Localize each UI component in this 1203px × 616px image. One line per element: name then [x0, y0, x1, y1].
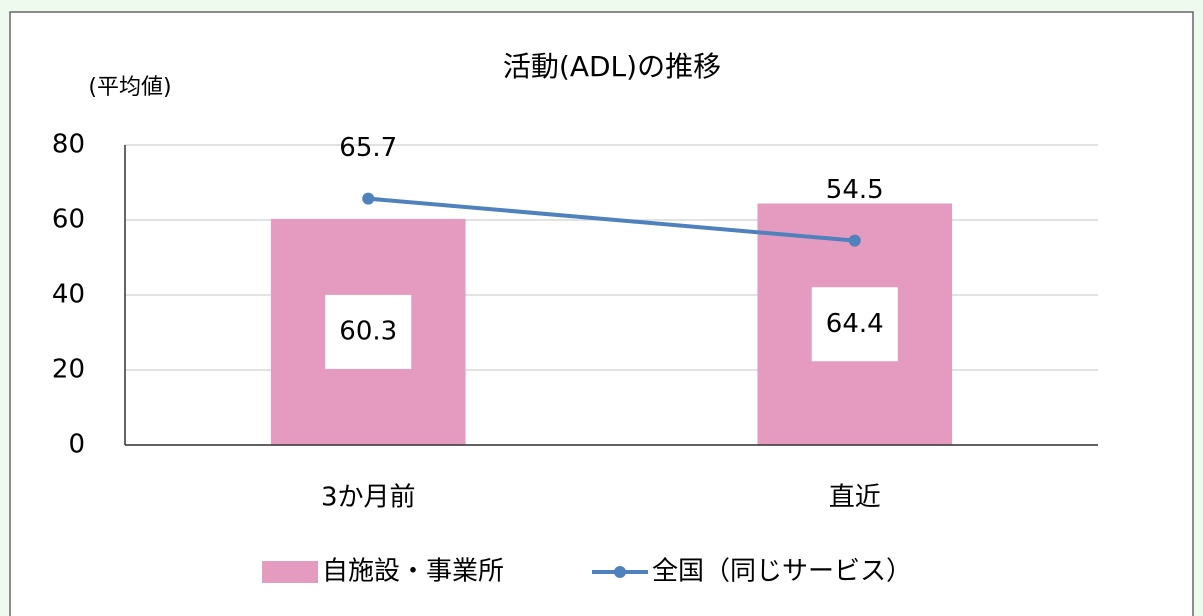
y-tick-label: 20	[52, 355, 85, 385]
y-tick-label: 0	[68, 430, 85, 460]
data-label: 64.4	[826, 309, 884, 339]
data-label: 54.5	[826, 175, 884, 205]
chart-title: 活動(ADL)の推移	[503, 50, 721, 83]
line-point	[362, 192, 375, 205]
y-axis-label: (平均値)	[88, 75, 171, 100]
y-tick-label: 40	[52, 280, 85, 310]
line	[368, 196, 855, 243]
legend-swatch	[614, 566, 626, 578]
legend-swatch	[262, 561, 318, 583]
data-label: 60.3	[339, 316, 397, 346]
legend-label: 全国（同じサービス）	[652, 557, 912, 587]
line-point	[848, 234, 861, 247]
chart-panel	[9, 11, 1194, 616]
y-tick-label: 80	[52, 130, 85, 160]
data-label: 65.7	[339, 133, 397, 163]
x-tick-label: 3か月前	[321, 483, 416, 513]
legend-label: 自施設・事業所	[322, 557, 504, 587]
x-tick-label: 直近	[829, 483, 881, 513]
y-tick-label: 60	[52, 205, 85, 235]
data-label-box	[325, 294, 412, 369]
data-label-box	[811, 287, 898, 362]
